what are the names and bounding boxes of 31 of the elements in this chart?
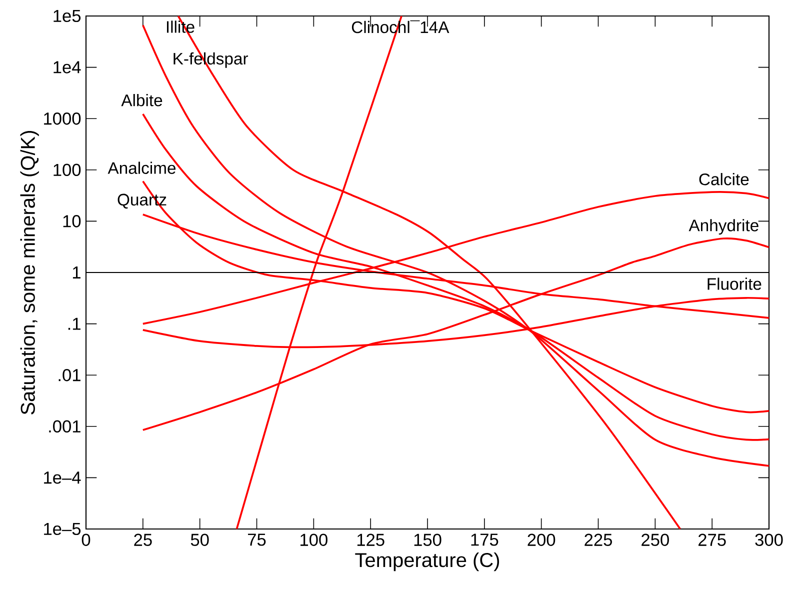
series-label: Fluorite bbox=[708, 278, 762, 290]
series-label: Calcite bbox=[699, 173, 749, 186]
y-tick-label: .1 bbox=[68, 318, 80, 330]
x-tick-label: 0 bbox=[82, 534, 90, 546]
y-tick-label: .01 bbox=[58, 368, 80, 382]
y-tick-label: 100 bbox=[54, 164, 81, 176]
x-tick-label: 275 bbox=[698, 534, 726, 546]
x-tick-label: 25 bbox=[134, 534, 152, 546]
y-axis-title: Saturation, some minerals (Q/K) bbox=[20, 130, 39, 414]
y-tick-label: 10 bbox=[63, 215, 81, 228]
y-tick-label: 1e5 bbox=[54, 10, 81, 22]
y-tick-label: 1000 bbox=[44, 112, 81, 125]
x-tick-label: 200 bbox=[528, 534, 556, 546]
y-tick-label: 1e–5 bbox=[44, 522, 81, 536]
x-tick-label: 100 bbox=[300, 534, 328, 546]
y-tick-label: 1e–4 bbox=[44, 472, 81, 484]
x-axis-title: Temperature (C) bbox=[355, 552, 500, 572]
y-tick-label: 1e4 bbox=[54, 61, 81, 74]
x-tick-label: 225 bbox=[584, 534, 612, 546]
x-tick-label: 175 bbox=[471, 534, 498, 546]
x-tick-label: 50 bbox=[190, 534, 209, 546]
x-tick-label: 150 bbox=[414, 534, 442, 546]
x-tick-label: 300 bbox=[755, 534, 783, 546]
x-tick-label: 75 bbox=[248, 534, 266, 546]
x-tick-label: 125 bbox=[357, 534, 384, 546]
series-label: Albite bbox=[121, 94, 162, 106]
series-label: Analcime bbox=[108, 162, 176, 174]
series-label: Anhydrite bbox=[688, 219, 758, 235]
y-tick-label: 1 bbox=[72, 266, 80, 278]
x-tick-label: 250 bbox=[642, 534, 669, 546]
y-tick-label: .001 bbox=[49, 420, 80, 433]
